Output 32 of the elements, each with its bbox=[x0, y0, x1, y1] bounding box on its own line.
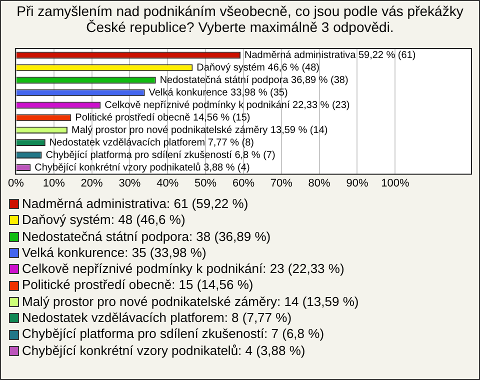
data-label: Nedostatečná státní podpora 36,89 % (38) bbox=[160, 74, 348, 86]
x-tick-label: 70% bbox=[270, 177, 293, 190]
legend-label: Chybějící platforma pro sdílení zkušeností: 7 (6,8 %) bbox=[22, 326, 324, 343]
data-label: Celkově nepříznivé podmínky k podnikání 22,33 % (23) bbox=[104, 100, 350, 111]
legend-label: Chybějící konkrétní vzory podnikatelů: 4 (3,88 %) bbox=[22, 342, 306, 359]
x-tick-label: 50% bbox=[194, 177, 217, 190]
data-label: Chybějící platforma pro sdílení zkušeností 6,8 % (7) bbox=[46, 150, 276, 161]
x-tick-label: 40% bbox=[156, 177, 179, 190]
data-label: Chybějící konkrétní vzory podnikatelů 3,88 % (4) bbox=[34, 161, 250, 174]
legend-label: Velká konkurence: 35 (33,98 %) bbox=[22, 244, 206, 262]
x-tick-label: 10% bbox=[42, 177, 66, 190]
x-tick-label: 0% bbox=[8, 177, 24, 190]
data-label: Politické prostředí obecně 14,56 % (15) bbox=[75, 112, 250, 124]
chart-title: Při zamyšlením nad podnikáním všeobecně, co jsou podle vás překážky České republice? Vyberte maximálně 3 odpovědi. bbox=[16, 3, 464, 35]
legend-label: Politické prostředí obecně: 15 (14,56 %) bbox=[22, 277, 254, 294]
x-tick-label: 80% bbox=[308, 177, 331, 190]
legend-label: Nedostatečná státní podpora: 38 (36,89 %) bbox=[22, 228, 271, 245]
data-label: Nadměrná administrativa 59,22 % (61) bbox=[244, 50, 416, 61]
legend-label: Malý prostor pro nové podnikatelské záměry: 14 (13,59 %) bbox=[22, 294, 359, 310]
data-label: Velká konkurence 33,98 % (35) bbox=[148, 87, 288, 98]
data-label: Nedostatek vzdělávacích platforem 7,77 % (8) bbox=[49, 137, 254, 148]
legend-label: Celkově nepříznivé podmínky k podnikání: 23 (22,33 %) bbox=[22, 261, 344, 278]
legend-label: Nadměrná administrativa: 61 (59,22 %) bbox=[22, 196, 248, 212]
x-tick-label: 90% bbox=[346, 177, 368, 190]
x-tick-label: 60% bbox=[232, 177, 255, 190]
x-tick-label: 20% bbox=[80, 177, 104, 190]
x-tick-label: 30% bbox=[118, 177, 141, 190]
data-label: Malý prostor pro nové podnikatelské záměry 13,59 % (14) bbox=[71, 124, 328, 136]
data-label: Daňový systém 46,6 % (48) bbox=[196, 62, 320, 74]
legend-label: Nedostatek vzdělávacích platforem: 8 (7,77 %) bbox=[22, 310, 292, 326]
x-tick-label: 100% bbox=[381, 177, 410, 190]
legend-label: Daňový systém: 48 (46,6 %) bbox=[22, 212, 186, 229]
